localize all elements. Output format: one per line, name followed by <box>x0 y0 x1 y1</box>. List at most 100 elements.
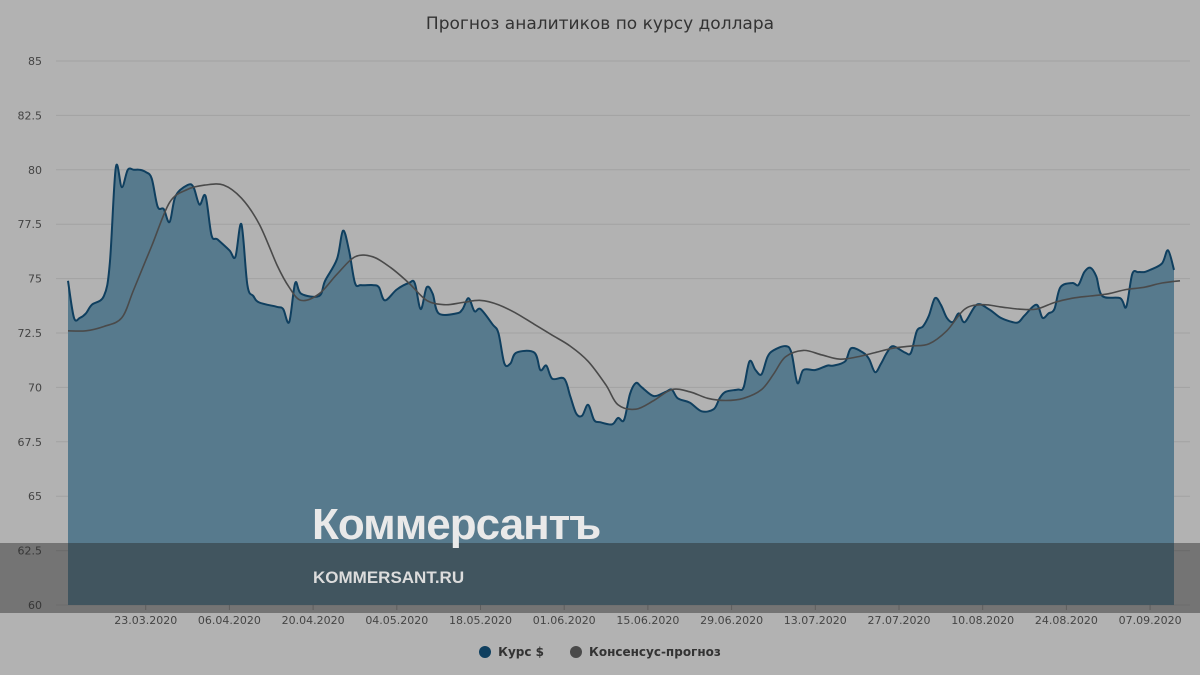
consensus-point[interactable] <box>273 262 281 270</box>
consensus-point[interactable] <box>1032 305 1040 313</box>
consensus-point[interactable] <box>757 386 765 394</box>
rate-point[interactable] <box>560 375 568 383</box>
consensus-point[interactable] <box>668 386 676 394</box>
rate-point[interactable] <box>82 309 90 317</box>
rate-point[interactable] <box>829 362 837 370</box>
rate-point[interactable] <box>243 281 251 289</box>
rate-point[interactable] <box>100 292 108 300</box>
rate-point[interactable] <box>285 318 293 326</box>
rate-point[interactable] <box>112 164 120 172</box>
legend-item-rate[interactable]: Курс $ <box>479 645 544 659</box>
consensus-point[interactable] <box>1158 279 1166 287</box>
rate-point[interactable] <box>166 218 174 226</box>
rate-point[interactable] <box>757 370 765 378</box>
rate-point[interactable] <box>626 390 634 398</box>
consensus-point[interactable] <box>979 301 987 309</box>
rate-point[interactable] <box>1086 264 1094 272</box>
rate-point[interactable] <box>686 399 694 407</box>
rate-point[interactable] <box>1164 246 1172 254</box>
consensus-point[interactable] <box>512 309 520 317</box>
consensus-point[interactable] <box>1015 305 1023 313</box>
rate-point[interactable] <box>1021 312 1029 320</box>
consensus-point[interactable] <box>441 301 449 309</box>
rate-point[interactable] <box>674 394 682 402</box>
consensus-point[interactable] <box>82 327 90 335</box>
rate-point[interactable] <box>548 375 556 383</box>
consensus-point[interactable] <box>1122 285 1130 293</box>
consensus-point[interactable] <box>285 283 293 291</box>
consensus-point[interactable] <box>769 370 777 378</box>
rate-point[interactable] <box>698 407 706 415</box>
rate-point[interactable] <box>64 277 72 285</box>
rate-point[interactable] <box>865 355 873 363</box>
rate-point[interactable] <box>877 359 885 367</box>
consensus-point[interactable] <box>614 401 622 409</box>
rate-point[interactable] <box>172 192 180 200</box>
rate-point[interactable] <box>763 353 771 361</box>
consensus-point[interactable] <box>315 290 323 298</box>
consensus-point[interactable] <box>943 327 951 335</box>
rate-point[interactable] <box>769 346 777 354</box>
rate-point[interactable] <box>937 301 945 309</box>
rate-point[interactable] <box>1056 283 1064 291</box>
rate-point[interactable] <box>1170 266 1178 274</box>
rate-point[interactable] <box>339 227 347 235</box>
rate-point[interactable] <box>740 383 748 391</box>
rate-point[interactable] <box>566 392 574 400</box>
rate-point[interactable] <box>530 349 538 357</box>
rate-point[interactable] <box>381 296 389 304</box>
rate-point[interactable] <box>1116 294 1124 302</box>
rate-point[interactable] <box>196 201 204 209</box>
rate-point[interactable] <box>949 318 957 326</box>
legend-item-consensus[interactable]: Консенсус-прогноз <box>570 645 721 659</box>
consensus-point[interactable] <box>1068 294 1076 302</box>
rate-point[interactable] <box>106 259 114 267</box>
rate-point[interactable] <box>919 322 927 330</box>
consensus-point[interactable] <box>387 264 395 272</box>
rate-point[interactable] <box>345 246 353 254</box>
consensus-point[interactable] <box>351 253 359 261</box>
rate-point[interactable] <box>375 283 383 291</box>
rate-point[interactable] <box>596 418 604 426</box>
consensus-point[interactable] <box>100 322 108 330</box>
rate-point[interactable] <box>710 405 718 413</box>
rate-point[interactable] <box>638 383 646 391</box>
rate-point[interactable] <box>1015 318 1023 326</box>
rate-point[interactable] <box>237 220 245 228</box>
rate-point[interactable] <box>225 246 233 254</box>
consensus-point[interactable] <box>997 303 1005 311</box>
consensus-point[interactable] <box>781 353 789 361</box>
rate-point[interactable] <box>249 292 257 300</box>
rate-point[interactable] <box>1074 281 1082 289</box>
consensus-point[interactable] <box>530 320 538 328</box>
rate-point[interactable] <box>871 368 879 376</box>
rate-point[interactable] <box>429 290 437 298</box>
rate-point[interactable] <box>333 255 341 263</box>
rate-point[interactable] <box>722 388 730 396</box>
consensus-point[interactable] <box>184 185 192 193</box>
consensus-point[interactable] <box>255 220 263 228</box>
consensus-point[interactable] <box>494 301 502 309</box>
rate-point[interactable] <box>925 312 933 320</box>
rate-point[interactable] <box>512 349 520 357</box>
rate-point[interactable] <box>997 314 1005 322</box>
consensus-point[interactable] <box>889 344 897 352</box>
rate-point[interactable] <box>620 416 628 424</box>
rate-point[interactable] <box>746 357 754 365</box>
consensus-point[interactable] <box>1050 299 1058 307</box>
consensus-point[interactable] <box>632 405 640 413</box>
consensus-point[interactable] <box>405 279 413 287</box>
rate-point[interactable] <box>1146 266 1154 274</box>
rate-point[interactable] <box>961 318 969 326</box>
rate-point[interactable] <box>279 305 287 313</box>
rate-point[interactable] <box>118 183 126 191</box>
consensus-point[interactable] <box>1104 290 1112 298</box>
rate-point[interactable] <box>477 305 485 313</box>
consensus-point[interactable] <box>817 351 825 359</box>
rate-point[interactable] <box>231 253 239 261</box>
consensus-point[interactable] <box>799 346 807 354</box>
consensus-point[interactable] <box>1140 283 1148 291</box>
consensus-point[interactable] <box>907 342 915 350</box>
rate-point[interactable] <box>213 235 221 243</box>
consensus-point[interactable] <box>166 198 174 206</box>
